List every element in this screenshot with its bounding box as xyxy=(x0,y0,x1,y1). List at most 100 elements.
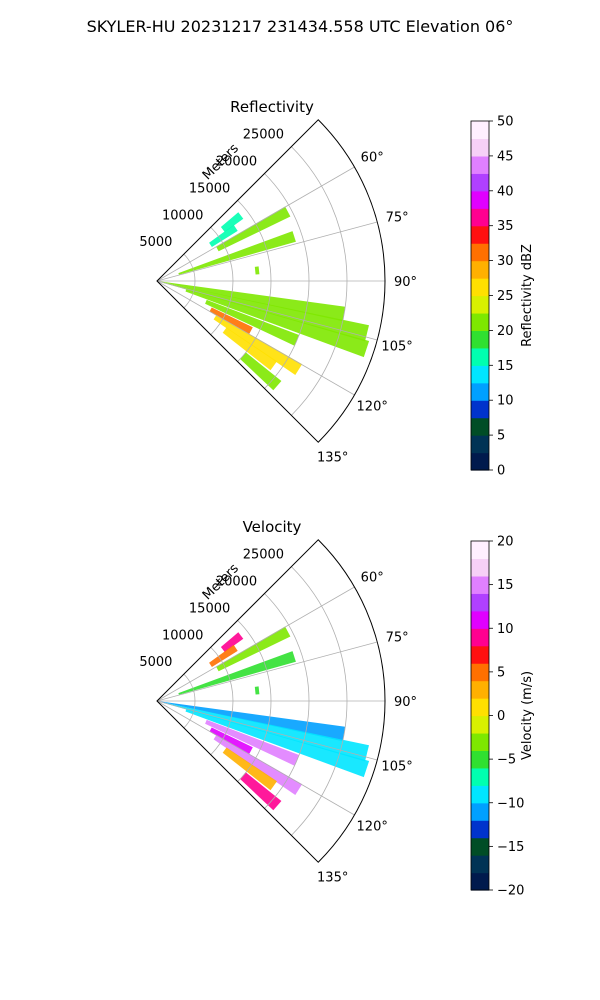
colorbar-swatch xyxy=(471,558,489,577)
echo-gate xyxy=(185,289,370,358)
chart-panel-1: 60° 75° 90° 105° 120° 135° 5000 10000 15000 20000… xyxy=(139,518,535,899)
colorbar-tick-label: 10 xyxy=(497,394,514,409)
colorbar-swatch xyxy=(471,347,489,366)
angle-tick-label: 75° xyxy=(386,631,409,646)
colorbar-swatch xyxy=(471,872,489,891)
colorbar-swatch xyxy=(471,278,489,297)
colorbar-tick-label: 40 xyxy=(497,184,514,199)
colorbar-tick-label: 5 xyxy=(497,665,505,680)
colorbar-swatch xyxy=(471,452,489,471)
range-tick-label: 5000 xyxy=(139,235,172,250)
colorbar-swatch xyxy=(471,767,489,786)
colorbar-tick-label: 35 xyxy=(497,219,514,234)
colorbar-swatch xyxy=(471,435,489,454)
echo-gate xyxy=(213,735,303,795)
angle-tick-label: 60° xyxy=(361,151,384,166)
angle-tick-label: 105° xyxy=(381,759,412,774)
angle-tick-label: 135° xyxy=(317,451,348,466)
colorbar-swatch xyxy=(471,663,489,682)
colorbar-swatch xyxy=(471,260,489,279)
echo-gate xyxy=(209,727,253,755)
angle-tick-label: 75° xyxy=(386,211,409,226)
angle-tick-label: 90° xyxy=(394,695,417,710)
colorbar-tick-label: 20 xyxy=(497,324,514,339)
chart-title: Reflectivity xyxy=(230,98,314,116)
colorbar-tick-label: −15 xyxy=(497,840,524,855)
angle-tick-label: 105° xyxy=(381,339,412,354)
radial-gridline xyxy=(156,280,355,396)
sector-outline xyxy=(156,119,386,443)
colorbar-swatch xyxy=(471,820,489,839)
colorbar-tick-label: −20 xyxy=(497,884,524,899)
colorbar-tick-label: 10 xyxy=(497,622,514,637)
radial-gridline xyxy=(156,586,355,702)
range-tick-label: 10000 xyxy=(162,628,203,643)
colorbar-tick-label: 25 xyxy=(497,289,514,304)
figure-title: SKYLER-HU 20231217 231434.558 UTC Elevat… xyxy=(87,17,514,36)
colorbar-swatch xyxy=(471,138,489,157)
echo-gate xyxy=(216,206,291,252)
range-tick-label: 10000 xyxy=(162,208,203,223)
echo-gate xyxy=(178,651,296,695)
echo-gate xyxy=(240,772,282,811)
range-tick-label: 25000 xyxy=(243,128,284,143)
colorbar-tick-label: 20 xyxy=(497,535,514,550)
colorbar-swatch xyxy=(471,610,489,629)
colorbar-label: Reflectivity dBZ xyxy=(520,244,535,347)
chart-title: Velocity xyxy=(243,518,302,536)
colorbar-swatch xyxy=(471,225,489,244)
colorbar-swatch xyxy=(471,243,489,262)
colorbar-swatch xyxy=(471,190,489,209)
echo-gate xyxy=(216,626,291,672)
colorbar-swatch xyxy=(471,837,489,856)
radial-gridline xyxy=(156,221,378,282)
range-tick-label: 25000 xyxy=(243,548,284,563)
echo-gate xyxy=(240,352,282,391)
range-tick-label: 20000 xyxy=(216,575,257,590)
colorbar-swatch xyxy=(471,295,489,314)
colorbar-swatch xyxy=(471,750,489,769)
echo-gate xyxy=(222,327,277,371)
colorbar-swatch xyxy=(471,732,489,751)
echo-gate xyxy=(209,644,238,667)
radial-gridline xyxy=(156,700,378,761)
angle-tick-label: 135° xyxy=(317,871,348,886)
echo-gate xyxy=(209,224,238,247)
radial-gridline xyxy=(156,166,355,282)
colorbar-swatch xyxy=(471,365,489,384)
colorbar-swatch xyxy=(471,173,489,192)
colorbar-swatch xyxy=(471,645,489,664)
echo-gate xyxy=(222,747,277,791)
radial-gridline xyxy=(156,700,355,816)
colorbar-swatch xyxy=(471,155,489,174)
colorbar-swatch xyxy=(471,802,489,821)
colorbar-swatch xyxy=(471,855,489,874)
colorbar-swatch xyxy=(471,628,489,647)
echo-gate xyxy=(205,299,300,346)
echo-gate xyxy=(209,307,253,335)
colorbar-tick-label: −10 xyxy=(497,796,524,811)
colorbar-tick-label: 0 xyxy=(497,709,505,724)
echo-gate xyxy=(178,231,296,275)
range-tick-label: 15000 xyxy=(189,181,230,196)
echo-gate xyxy=(185,709,370,778)
colorbar-swatch xyxy=(471,208,489,227)
colorbar-swatch xyxy=(471,121,489,140)
radial-gridline xyxy=(156,641,378,702)
colorbar-tick-label: −5 xyxy=(497,753,516,768)
colorbar-tick-label: 30 xyxy=(497,254,514,269)
colorbar-swatch xyxy=(471,715,489,734)
colorbar-label: Velocity (m/s) xyxy=(520,671,535,760)
colorbar-tick-label: 0 xyxy=(497,464,505,479)
range-tick-label: 20000 xyxy=(216,155,257,170)
range-tick-label: 15000 xyxy=(189,601,230,616)
chart-panel-0: 60° 75° 90° 105° 120° 135° 5000 10000 15000 20000… xyxy=(139,98,535,479)
sector-outline xyxy=(156,539,386,863)
colorbar-swatch xyxy=(471,382,489,401)
colorbar-swatch xyxy=(471,680,489,699)
colorbar-swatch xyxy=(471,417,489,436)
echo-gate xyxy=(220,632,244,653)
colorbar-tick-label: 45 xyxy=(497,149,514,164)
echo-gate xyxy=(254,266,260,275)
